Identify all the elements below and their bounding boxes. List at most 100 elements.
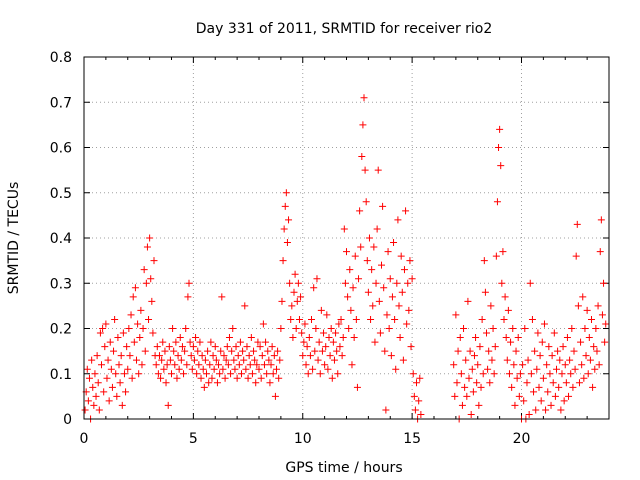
data-point [270,352,278,360]
data-point [103,374,111,382]
data-point [227,370,235,378]
data-point [196,338,204,346]
data-point [236,338,244,346]
data-point [528,315,536,323]
data-point [557,406,565,414]
data-point [481,288,489,296]
data-point [116,379,124,387]
data-point [258,352,266,360]
data-point [380,284,388,292]
data-point [142,279,150,287]
data-point [571,365,579,373]
data-point [283,239,291,247]
data-point [176,334,184,342]
data-point [170,347,178,355]
data-point [504,306,512,314]
data-point [492,252,500,260]
data-point [588,315,595,323]
data-point [373,225,381,233]
data-point [474,361,482,369]
data-point [390,239,398,247]
data-point [165,343,173,351]
data-point [312,325,320,332]
data-point [213,379,221,387]
data-point [153,343,161,351]
data-point [580,374,588,382]
data-point [169,325,177,332]
data-point [320,329,328,337]
data-point [230,356,238,364]
data-point [368,266,376,274]
data-point [353,383,361,391]
data-point [275,374,283,382]
data-point [100,388,108,396]
data-point [148,297,156,305]
data-point [526,279,534,287]
data-point [450,361,458,369]
data-point [598,311,606,319]
data-point [519,361,527,369]
data-point [260,361,268,369]
data-point [531,347,539,355]
data-point [394,216,402,224]
data-point [375,297,383,305]
data-point [535,383,543,391]
data-point [297,293,305,301]
data-point [514,334,522,342]
data-point [488,356,496,364]
data-point [565,392,573,400]
data-point [190,356,198,364]
data-point [89,383,97,391]
data-point [197,374,205,382]
y-tick-label: 0.8 [50,50,72,66]
data-point [279,257,287,265]
data-point [355,275,363,283]
data-point [269,370,277,378]
data-point [117,352,125,360]
data-point [478,315,486,323]
data-point [457,370,465,378]
data-point [527,370,535,378]
data-point [247,334,255,342]
data-point [215,361,223,369]
data-point [224,361,232,369]
data-point [315,338,323,346]
data-point [264,347,272,355]
data-point [487,302,495,310]
data-point [461,383,469,391]
data-point [539,374,547,382]
data-point [118,401,126,409]
data-point [591,365,599,373]
data-point [251,356,259,364]
data-point [570,347,578,355]
data-point [310,284,318,292]
data-point [273,365,280,373]
data-point [346,266,354,274]
data-point [276,356,284,364]
data-point [262,338,270,346]
data-point [493,198,501,206]
data-point [128,374,136,382]
data-point [282,189,290,197]
data-point [513,374,521,382]
data-points [81,94,610,423]
data-point [393,279,401,287]
data-point [402,207,410,215]
data-point [405,306,413,314]
data-point [234,352,242,360]
data-point [129,293,137,301]
data-point [172,338,180,346]
data-point [362,198,370,206]
data-point [500,315,508,323]
data-point [123,343,131,351]
data-point [386,275,394,283]
data-point [376,329,384,337]
data-point [543,361,551,369]
data-point [222,356,230,364]
data-point [321,361,329,369]
data-point [182,325,190,332]
data-point [496,125,504,133]
data-point [200,383,208,391]
data-point [318,347,326,355]
data-point [115,361,123,369]
